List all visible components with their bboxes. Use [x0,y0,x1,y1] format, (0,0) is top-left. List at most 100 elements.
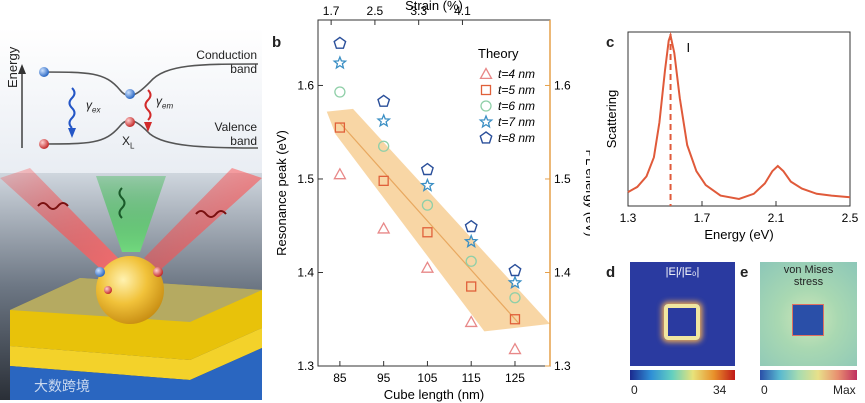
data-point [464,219,478,233]
panel-c-label: c [606,34,615,51]
colorbar-e [760,370,857,380]
data-point [480,100,492,112]
x-tick-label: 1.7 [694,211,711,225]
data-point [420,260,435,273]
valence-band-curve [39,119,259,149]
panel-a-illustration: Energy Conduction band Valence band γex γe… [0,28,262,400]
y2-tick-label: 1.4 [554,265,571,279]
conduction-band-curve [39,63,259,97]
data-point [377,221,391,234]
data-point [378,140,390,152]
stress-map: von Mises stress [760,262,857,366]
emission-wave-icon [144,89,152,121]
data-point [333,36,347,49]
series-group [334,86,521,304]
data-point [478,114,494,129]
x2-tick-label: 1.7 [323,4,340,18]
data-point [333,167,347,180]
colorbar-e-min: 0 [761,383,768,397]
x-tick-label: 1.3 [620,211,637,225]
series-group [332,55,523,290]
y2-tick-label: 1.6 [554,78,571,92]
x-tick-label: 2.1 [768,211,785,225]
green-beam [96,176,166,252]
left-laser-beam [0,168,118,272]
x-tick-label: 125 [505,371,525,385]
plot-frame [627,31,851,207]
excitation-wave-icon [68,87,76,129]
data-point [422,227,433,238]
stress-map-title: von Mises stress [783,264,834,288]
data-point [421,199,434,211]
data-point [464,315,478,328]
legend-entry: t=8 nm [498,131,535,145]
x-tick-label: 85 [333,371,347,385]
colorbar-d-max: 34 [713,383,727,397]
blue-substrate [10,348,262,400]
nanocube-schematic [0,28,262,400]
data-point [508,342,522,355]
cursor-glyph: I [687,40,691,55]
y-tick-label: 1.3 [297,359,314,373]
x-tick-label: 2.5 [842,211,859,225]
legend-entry: t=4 nm [498,67,535,81]
series-group [334,122,521,325]
x2-axis-label: Strain (%) [405,0,463,13]
hole-dot-icon [39,139,49,149]
field-hotspot-square [664,304,700,340]
panel-e-label: e [740,264,749,281]
y2-axis-label: PL energy (eV) [583,150,590,237]
y2-tick-label: 1.5 [554,172,571,186]
field-map-title: |E|/|E₀| [665,266,700,278]
y-tick-label: 1.6 [297,78,314,92]
electron-dot-icon [125,89,135,99]
right-laser-beam [144,168,262,272]
data-point [507,274,523,290]
data-point [509,292,521,304]
y-axis-label: Scattering [604,90,619,149]
colorbar-e-max: Max [833,383,856,397]
colorbar-d-min: 0 [631,383,638,397]
y-tick-label: 1.5 [297,172,314,186]
panel-b-label: b [272,34,282,51]
legend-title: Theory [478,46,519,61]
energy-axis-label: Energy [5,46,20,88]
colorbar-d [630,370,735,380]
field-map: |E|/|E₀| [630,262,735,366]
x-axis-label: Cube length (nm) [384,387,484,402]
legend-entry: t=5 nm [498,83,535,97]
x-axis-label: Energy (eV) [704,227,773,242]
y2-tick-label: 1.3 [554,359,571,373]
data-point [509,314,521,325]
xl-label: XL [122,134,135,151]
x2-tick-label: 2.5 [367,4,384,18]
data-point [377,94,391,107]
y-tick-label: 1.4 [297,265,314,279]
data-point [480,84,492,96]
nanosphere [96,256,164,324]
conduction-band-label: Conduction band [196,48,257,76]
valence-band-label: Valence band [214,120,257,148]
legend-entry: t=6 nm [498,99,535,113]
hole-dot-icon [125,117,135,127]
scattering-curve [627,31,851,201]
data-point [508,263,522,277]
stress-cube [792,304,824,336]
x2-tick-label: 3.3 [410,4,427,18]
watermark-text: 大数跨境 [34,379,90,395]
data-point [465,255,477,267]
data-point [466,281,477,292]
x2-tick-label: 4.1 [454,4,471,18]
data-point [479,131,493,144]
data-point [376,113,392,128]
data-point [479,67,493,80]
data-point [463,233,479,248]
gamma-ex-label: γex [86,98,101,115]
data-point [420,162,434,176]
data-point [334,86,346,98]
legend-entry: t=7 nm [498,115,535,129]
y-axis-label: Resonance peak (eV) [274,130,289,256]
series-group [333,167,522,355]
scattering-chart: I 1.3 1.7 2.1 2.5 Energy (eV) Scattering [604,31,859,242]
data-point [419,177,435,192]
